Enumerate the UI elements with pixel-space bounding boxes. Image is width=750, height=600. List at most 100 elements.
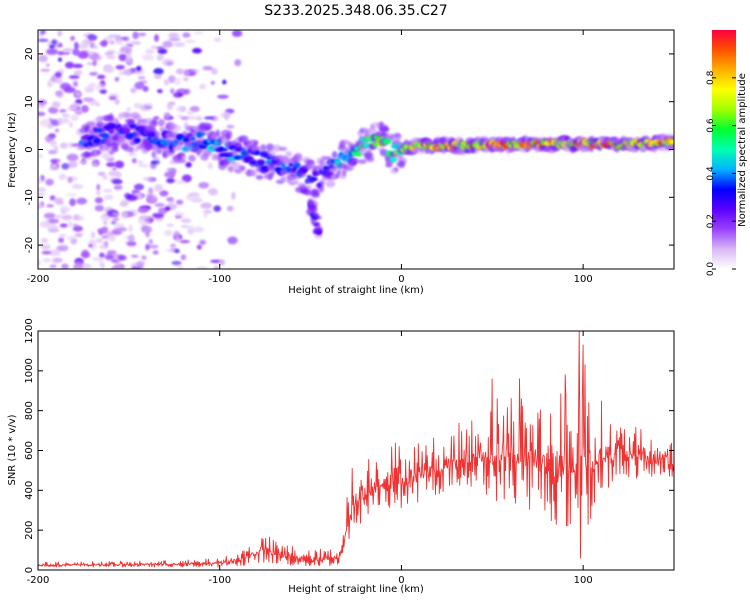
spectrogram-halo-blob: [318, 185, 324, 193]
colorbar-label: Normalized spectral amplitude: [737, 73, 748, 227]
spectrogram-noise-blob: [108, 34, 120, 39]
spectrogram-halo-blob: [351, 158, 360, 163]
spectrogram-noise-blob: [54, 197, 64, 204]
spectrogram-noise-blob: [71, 183, 84, 190]
spectrogram-noise-blob: [200, 202, 212, 209]
spectrogram-noise-blob: [214, 265, 219, 269]
spectrogram-halo-blob: [134, 147, 139, 152]
spectrogram-noise-blob: [68, 160, 78, 169]
spectrogram-noise-blob: [58, 237, 64, 243]
spectrogram-noise-blob: [102, 174, 108, 180]
spectrogram-noise-blob: [59, 109, 67, 113]
spectrogram-noise-blob: [49, 44, 55, 49]
spectrogram-noise-blob: [227, 236, 238, 245]
spectrogram-halo-blob: [312, 215, 322, 220]
spectrogram-x-tick-label: 0: [398, 274, 404, 285]
spectrogram-noise-blob: [107, 170, 119, 178]
spectrogram-noise-blob: [112, 217, 120, 221]
spectrogram-noise-blob: [88, 51, 94, 56]
spectrogram-ridge-blob: [382, 138, 392, 145]
spectrogram-halo-blob: [244, 153, 253, 158]
spectrogram-noise-blob: [38, 203, 44, 209]
spectrogram-noise-blob: [73, 263, 83, 269]
spectrogram-noise-blob: [99, 259, 104, 267]
spectrogram-noise-blob: [94, 197, 104, 204]
snr-x-tick-label: 0: [398, 575, 404, 586]
spectrogram-noise-blob: [142, 54, 155, 61]
spectrogram-noise-blob: [49, 139, 57, 147]
spectrogram-noise-blob: [116, 39, 124, 46]
spectrogram-noise-blob: [174, 211, 185, 219]
spectrogram-noise-blob: [51, 101, 61, 109]
spectrogram-noise-blob: [68, 75, 80, 79]
spectrogram-halo-blob: [306, 185, 313, 190]
spectrogram-halo-blob: [266, 143, 274, 152]
spectrogram-noise-blob: [38, 187, 47, 192]
spectrogram-noise-blob: [174, 179, 187, 184]
spectrogram-noise-blob: [180, 254, 187, 261]
spectrogram-halo-blob: [255, 174, 264, 180]
spectrogram-noise-blob: [136, 66, 141, 71]
spectrogram-noise-blob: [51, 39, 57, 46]
spectrogram-noise-blob: [137, 164, 149, 168]
spectrogram-halo-blob: [211, 153, 218, 161]
spectrogram-noise-blob: [106, 55, 116, 59]
spectrogram-noise-blob: [156, 54, 163, 61]
spectrogram-noise-blob: [42, 258, 51, 263]
spectrogram-ridge-blob: [257, 159, 266, 166]
spectrogram-noise-blob: [94, 205, 105, 212]
spectrogram-halo-blob: [118, 112, 123, 120]
spectrogram-halo-blob: [341, 169, 347, 176]
spectrogram-noise-blob: [218, 259, 226, 266]
spectrogram-noise-blob: [130, 266, 142, 269]
spectrogram-heatmap: [38, 30, 674, 269]
spectrogram-noise-blob: [59, 223, 68, 228]
spectrogram-halo-blob: [325, 179, 336, 188]
spectrogram-halo-blob: [151, 151, 157, 158]
spectrogram-ridge-blob: [108, 128, 115, 135]
spectrogram-noise-blob: [137, 160, 144, 165]
spectrogram-noise-blob: [49, 264, 57, 268]
spectrogram-noise-blob: [59, 142, 68, 149]
spectrogram-noise-blob: [179, 239, 190, 244]
spectrogram-noise-blob: [91, 162, 98, 168]
spectrogram-noise-blob: [49, 249, 61, 257]
snr-plot-area: [38, 331, 674, 568]
spectrogram-halo-blob: [96, 149, 102, 156]
spectrogram-halo-blob: [394, 133, 402, 140]
spectrogram-noise-blob: [121, 37, 128, 41]
spectrogram-noise-blob: [187, 116, 197, 120]
spectrogram-halo-blob: [319, 179, 325, 185]
colorbar-tick-label: 0.6: [706, 118, 716, 133]
spectrogram-halo-blob: [233, 151, 243, 157]
spectrogram-noise-blob: [96, 183, 101, 191]
spectrogram-noise-blob: [190, 197, 203, 203]
spectrogram-noise-blob: [188, 192, 200, 198]
spectrogram-ridge-blob: [134, 137, 141, 144]
spectrogram-halo-blob: [147, 125, 156, 134]
spectrogram-noise-blob: [53, 145, 59, 153]
spectrogram-noise-blob: [170, 243, 176, 248]
snr-y-tick-label: 1000: [24, 358, 35, 383]
spectrogram-noise-blob: [77, 50, 89, 59]
snr-x-tick-label: -100: [208, 575, 231, 586]
spectrogram-noise-blob: [175, 68, 185, 75]
spectrogram-noise-blob: [173, 77, 182, 86]
snr-series-line: [38, 331, 674, 568]
spectrogram-noise-blob: [57, 30, 63, 37]
spectrogram-noise-blob: [147, 244, 159, 249]
spectrogram-noise-blob: [153, 68, 164, 75]
colorbar-gradient: [712, 30, 736, 269]
spectrogram-noise-blob: [123, 69, 134, 76]
spectrogram-ridge-blob: [313, 222, 320, 227]
spectrogram-noise-blob: [111, 265, 121, 269]
spectrogram-noise-blob: [130, 87, 137, 94]
spectrogram-noise-blob: [217, 94, 229, 99]
spectrogram-halo-blob: [342, 164, 350, 170]
spectrogram-noise-blob: [54, 257, 63, 263]
spectrogram-noise-blob: [128, 152, 137, 157]
spectrogram-noise-blob: [137, 207, 149, 214]
snr-y-tick-label: 400: [24, 481, 35, 500]
spectrogram-halo-blob: [293, 180, 300, 185]
spectrogram-noise-blob: [92, 45, 98, 49]
